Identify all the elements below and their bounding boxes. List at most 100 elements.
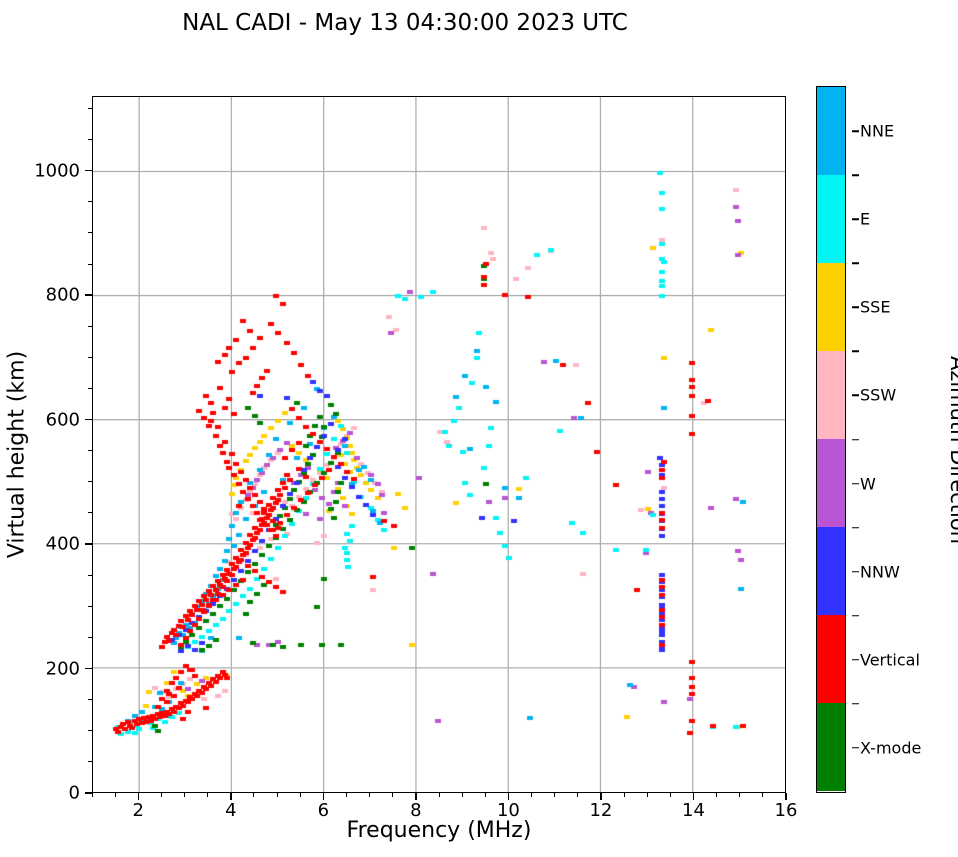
tick-mark [88,450,92,452]
tick-mark [415,793,417,800]
colorbar-segment-sse[interactable] [817,263,845,352]
colorbar-label-nnw: NNW [860,562,900,582]
tick-mark [88,356,92,358]
scatter-canvas [93,97,787,794]
tick-mark [160,793,162,797]
tick-mark [114,793,116,797]
colorbar-label-ssw: SSW [860,385,897,405]
colorbar-boundary-tick [852,350,859,353]
tick-mark [554,793,556,797]
x-axis-label: Frequency (MHz) [346,818,532,843]
tick-mark [299,793,301,797]
y-tick-label: 600 [45,409,80,431]
x-tick-label: 12 [589,800,613,821]
y-tick-label: 800 [45,284,80,306]
tick-mark [88,107,92,109]
tick-mark [438,793,440,797]
tick-mark [85,418,92,421]
tick-mark [88,730,92,732]
y-tick-label: 400 [45,533,80,555]
colorbar-tick [852,306,859,309]
colorbar-boundary-tick [852,174,859,177]
tick-mark [184,793,186,797]
tick-mark [88,512,92,514]
plot-area [92,96,787,794]
colorbar-label-x-mode: X-mode [860,738,922,758]
tick-mark [88,139,92,141]
tick-mark [739,793,741,797]
x-tick-label: 2 [132,800,144,821]
y-tick-label: 1000 [34,160,80,182]
y-axis-label: Virtual height (km) [4,350,30,559]
y-tick-label: 200 [45,658,80,680]
tick-mark [88,263,92,265]
tick-mark [577,793,579,797]
tick-mark [600,793,602,800]
colorbar-segment-nnw[interactable] [817,527,845,616]
x-tick-label: 14 [682,800,705,821]
colorbar-tick [852,482,859,485]
colorbar-label-sse: SSE [860,297,891,317]
tick-mark [85,543,92,545]
tick-mark [207,793,209,797]
tick-mark [85,667,92,670]
colorbar-boundary-tick [852,526,859,529]
tick-mark [531,793,533,797]
tick-mark [623,793,625,797]
tick-mark [85,294,92,296]
tick-mark [230,793,232,800]
colorbar-label-w: W [860,474,876,493]
y-axis-ticks: 0 200 400 600 800 1000 [34,0,80,857]
tick-mark [88,201,92,203]
chart-title: NAL CADI - May 13 04:30:00 2023 UTC [182,10,628,36]
tick-mark [88,325,92,327]
colorbar-segment-vertical[interactable] [817,615,845,704]
x-tick-label: 4 [225,800,237,821]
tick-mark [392,793,394,797]
tick-mark [507,793,510,800]
tick-mark [85,792,92,794]
colorbar-segment-ssw[interactable] [817,351,845,440]
tick-mark [369,793,371,797]
x-tick-label: 10 [496,800,520,821]
tick-mark [646,793,648,797]
tick-mark [88,481,92,483]
x-tick-label: 16 [774,800,798,821]
tick-mark [716,793,718,797]
x-tick-label: 8 [410,800,422,821]
colorbar-title: Azimuth Direction [946,355,958,545]
tick-mark [88,761,92,763]
colorbar-segment-w[interactable] [817,439,845,528]
colorbar-tick [852,746,859,749]
tick-mark [484,793,486,797]
tick-mark [91,793,93,797]
colorbar-tick [852,394,859,397]
colorbar-segment-e[interactable] [817,175,845,264]
y-tick-label: 0 [68,782,80,804]
tick-mark [88,232,92,234]
colorbar-boundary-tick [852,262,859,265]
tick-mark [253,793,255,797]
colorbar-segment-nne[interactable] [817,87,845,176]
colorbar-segment-x-mode[interactable] [817,703,845,792]
tick-mark [88,387,92,389]
tick-mark [461,793,463,797]
tick-mark [137,793,140,800]
tick-mark [669,793,671,797]
colorbar-label-e: E [860,209,871,229]
tick-mark [276,793,278,797]
tick-mark [692,793,695,800]
tick-mark [345,793,347,797]
tick-mark [85,169,92,172]
tick-mark [322,793,325,800]
colorbar-boundary-tick [852,438,859,441]
tick-mark [88,699,92,701]
colorbar[interactable] [816,86,846,793]
colorbar-label-nne: NNE [860,121,895,141]
tick-mark [785,793,787,800]
colorbar-tick [852,658,859,661]
x-tick-label: 6 [317,800,330,821]
colorbar-tick [852,570,859,573]
tick-mark [88,636,92,638]
